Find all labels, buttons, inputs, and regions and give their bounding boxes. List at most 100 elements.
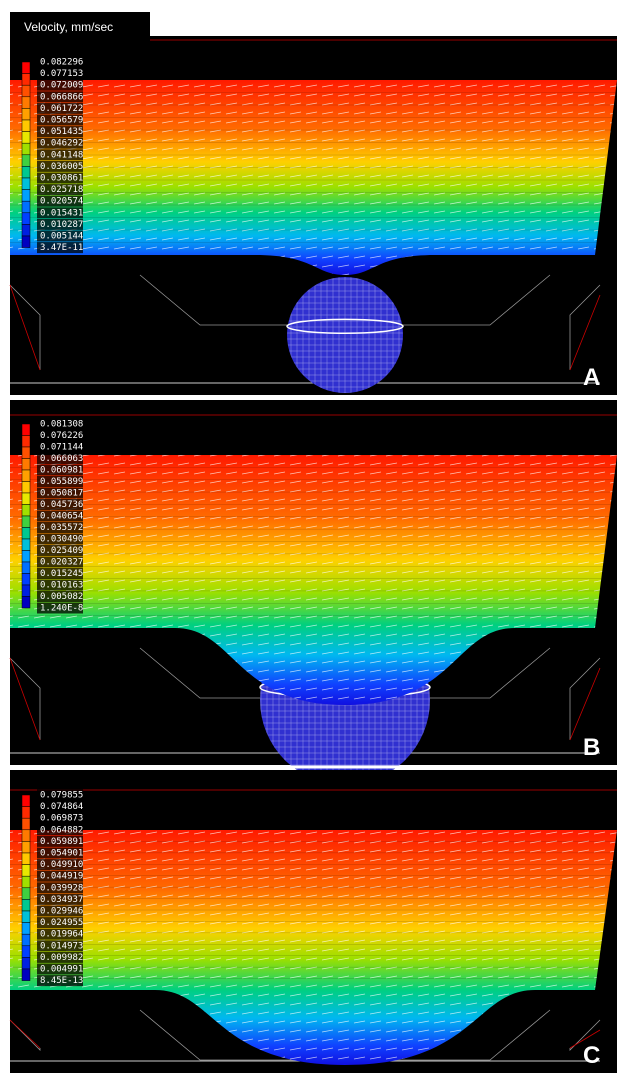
legend-swatch [22,539,30,551]
legend-label: 0.010287 [40,220,83,230]
legend-swatch [22,505,30,517]
legend-label: 0.015431 [40,208,83,218]
legend-label: 0.072009 [40,81,83,91]
legend-swatch [22,934,30,946]
legend-label: 0.079855 [40,791,83,801]
legend-swatch [22,190,30,202]
legend-swatch [22,899,30,911]
figure: 0.0822960.0771530.0720090.0668660.061722… [0,0,617,1073]
legend-swatch [22,62,30,74]
legend-swatch [22,493,30,505]
panel-label: B [583,734,600,761]
legend-swatch [22,853,30,865]
legend-label: 0.035572 [40,523,83,533]
legend-swatch [22,923,30,935]
legend-label: 0.051435 [40,127,83,137]
legend-label: 0.010163 [40,581,83,591]
legend-swatch [22,818,30,830]
legend-label: 0.050817 [40,489,83,499]
legend-swatch [22,108,30,120]
legend-label: 0.061722 [40,104,83,114]
legend-swatch [22,120,30,132]
legend-label: 0.077153 [40,69,83,79]
legend-label: 0.039928 [40,883,83,893]
legend-swatch [22,97,30,109]
legend-label: 0.004991 [40,965,83,975]
legend-label: 0.019964 [40,930,83,940]
legend-swatch [22,830,30,842]
legend-label: 8.45E-13 [40,976,83,986]
legend-label: 0.054901 [40,849,83,859]
legend-swatch [22,132,30,144]
legend-label: 0.044919 [40,872,83,882]
legend-label: 0.074864 [40,802,83,812]
legend-swatch [22,911,30,923]
legend-label: 0.020574 [40,197,83,207]
legend-label: 0.040654 [40,512,83,522]
legend-label: 0.066866 [40,92,83,102]
legend-label: 0.025718 [40,185,83,195]
legend-swatch [22,470,30,482]
legend-swatch [22,969,30,981]
legend-label: 0.034937 [40,895,83,905]
legend-swatch [22,482,30,494]
legend-label: 0.029946 [40,907,83,917]
legend-label: 0.066063 [40,454,83,464]
legend-swatch [22,74,30,86]
legend-swatch [22,447,30,459]
legend-label: 0.009982 [40,953,83,963]
legend-label: 0.005144 [40,232,83,242]
velocity-vectors [10,80,617,275]
legend-label: 1.240E-8 [40,604,83,614]
legend-swatch [22,224,30,236]
legend-label: 0.049910 [40,860,83,870]
legend-label: 0.020327 [40,558,83,568]
legend-swatch [22,528,30,540]
legend-swatch [22,795,30,807]
legend-label: 0.024955 [40,918,83,928]
legend-swatch [22,424,30,436]
legend-label: 3.47E-11 [40,243,83,253]
legend-swatch [22,436,30,448]
legend-swatch [22,155,30,167]
legend-swatch [22,516,30,528]
legend-swatch [22,807,30,819]
legend-swatch [22,551,30,563]
legend-label: 0.056579 [40,116,83,126]
legend-swatch [22,957,30,969]
legend-label: 0.025409 [40,546,83,556]
legend-swatch [22,841,30,853]
legend-label: 0.030490 [40,535,83,545]
legend-swatch [22,178,30,190]
legend-label: 0.030861 [40,174,83,184]
legend-swatch [22,236,30,248]
legend-label: 0.076226 [40,431,83,441]
legend-label: 0.060981 [40,466,83,476]
legend-label: 0.081308 [40,420,83,430]
legend-label: 0.045736 [40,500,83,510]
legend-swatch [22,459,30,471]
legend-label: 0.046292 [40,139,83,149]
legend-swatch [22,585,30,597]
legend-label: 0.036005 [40,162,83,172]
legend-swatch [22,888,30,900]
legend-label: 0.015245 [40,569,83,579]
legend-swatch [22,85,30,97]
legend-swatch [22,574,30,586]
legend-label: 0.055899 [40,477,83,487]
legend-label: 0.071144 [40,443,83,453]
legend-swatch [22,865,30,877]
legend-swatch [22,143,30,155]
panel-label: A [583,364,600,391]
legend-label: 0.041148 [40,150,83,160]
legend-swatch [22,946,30,958]
legend-swatch [22,166,30,178]
legend-title: Velocity, mm/sec [24,20,113,34]
legend-label: 0.014973 [40,941,83,951]
sphere-mesh [287,277,403,393]
legend-swatch [22,597,30,609]
legend-swatch [22,876,30,888]
panel-label: C [583,1042,600,1069]
legend-label: 0.064882 [40,825,83,835]
legend-swatch [22,562,30,574]
